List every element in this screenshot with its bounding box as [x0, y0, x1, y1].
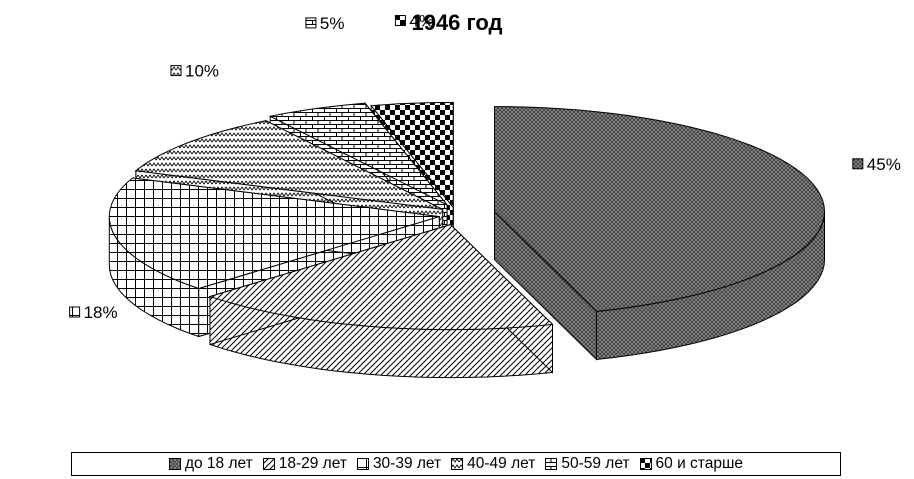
data-label-text: 5%: [320, 14, 345, 33]
legend-label: 30-39 лет: [372, 455, 442, 472]
data-label-swatch: [852, 158, 864, 170]
legend-swatch: [356, 458, 369, 470]
data-label-6: 4%: [394, 12, 434, 31]
legend-item: до 18 лет: [168, 455, 253, 473]
data-label-swatch: [170, 65, 182, 77]
data-label-swatch: [305, 17, 317, 29]
pie-slice-2: [208, 223, 554, 379]
pie-chart: 45%18%18%10%5%4%: [69, 12, 901, 379]
legend-swatch: [545, 458, 558, 470]
chart-title: 1946 год: [411, 10, 503, 35]
data-label-3: 18%: [69, 303, 118, 322]
legend-swatch: [262, 458, 275, 470]
legend-label: 18-29 лет: [278, 455, 347, 472]
legend-item: 40-49 лет: [451, 455, 535, 473]
data-label-1: 45%: [852, 155, 901, 174]
chart-legend: до 18 лет 18-29 лет 30-39 лет 40-49 лет 50-5…: [71, 452, 841, 476]
legend-label: 50-59 лет: [561, 455, 630, 472]
legend-swatch: [168, 458, 181, 470]
legend-label: 40-49 лет: [467, 455, 536, 472]
data-label-text: 4%: [409, 12, 434, 31]
legend-swatch: [639, 458, 652, 470]
legend-label: 60 и старше: [655, 455, 744, 472]
pie-slice-1: [493, 106, 826, 361]
data-label-4: 10%: [170, 62, 219, 81]
data-label-swatch: [69, 306, 81, 318]
data-label-text: 10%: [185, 62, 219, 81]
data-label-text: 45%: [867, 155, 901, 174]
legend-item: 60 и старше: [639, 455, 744, 473]
legend-item: 18-29 лет: [262, 455, 347, 473]
legend-item: 30-39 лет: [356, 455, 442, 473]
data-label-swatch: [394, 15, 406, 26]
legend-swatch: [451, 458, 464, 470]
legend-label: до 18 лет: [184, 455, 253, 472]
legend-item: 50-59 лет: [545, 455, 630, 473]
data-label-text: 18%: [84, 303, 118, 322]
data-label-5: 5%: [305, 14, 345, 33]
